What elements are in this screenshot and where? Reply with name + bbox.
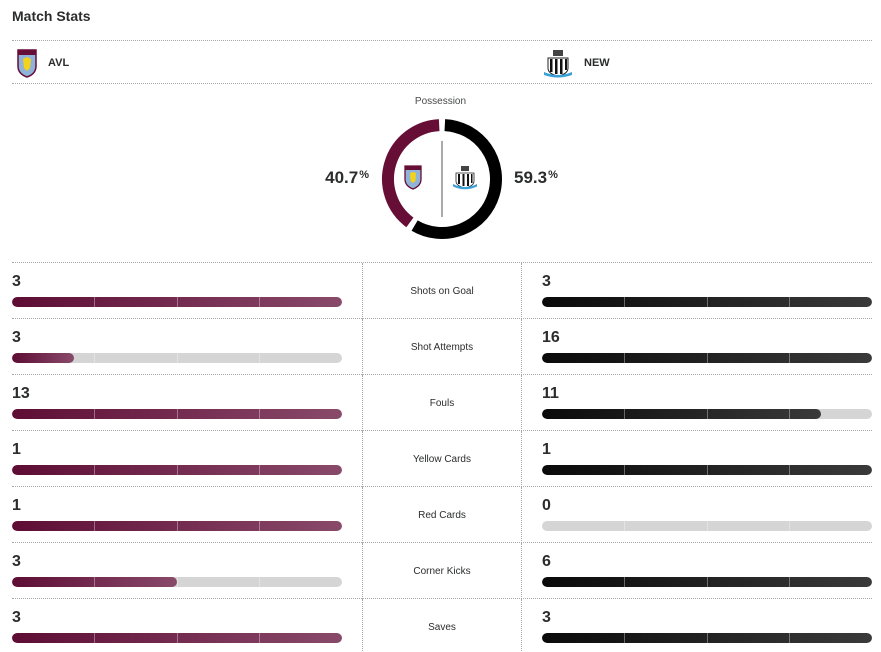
page-title: Match Stats [12, 8, 91, 24]
home-possession-arc [382, 119, 440, 228]
away-stat-bar-fill [542, 353, 872, 363]
home-stat: 3 [12, 263, 342, 319]
home-stat-bar-fill [12, 353, 74, 363]
home-stat-bar-fill [12, 577, 177, 587]
home-stat-bar [12, 297, 342, 307]
stat-row: 3 Shots on Goal 3 [12, 262, 872, 319]
stat-label: Red Cards [362, 487, 522, 543]
away-stat: 3 [542, 263, 872, 319]
home-stat-value: 3 [12, 553, 21, 570]
stat-row: 3 Saves 3 [12, 598, 872, 652]
home-stat-value: 1 [12, 497, 21, 514]
away-stat-value: 0 [542, 497, 551, 514]
possession-donut [382, 119, 502, 239]
home-stat-bar [12, 465, 342, 475]
home-team: AVL [16, 41, 69, 84]
away-stat-value: 3 [542, 273, 551, 290]
home-stat-value: 1 [12, 441, 21, 458]
stat-row: 3 Shot Attempts 16 [12, 318, 872, 375]
home-stat: 3 [12, 599, 342, 652]
stat-label: Shots on Goal [362, 263, 522, 319]
home-stat-bar-fill [12, 521, 342, 531]
away-stat: 16 [542, 319, 872, 375]
home-possession-value: 40.7 [325, 168, 359, 187]
away-stat-bar [542, 297, 872, 307]
home-stat-bar [12, 633, 342, 643]
stat-row: 3 Corner Kicks 6 [12, 542, 872, 599]
home-possession-pct: 40.7% [325, 168, 369, 188]
away-stat-bar [542, 633, 872, 643]
away-stat-value: 6 [542, 553, 551, 570]
newcastle-crest-icon [544, 49, 572, 77]
home-stat: 3 [12, 543, 342, 599]
aston-villa-crest-icon [17, 48, 37, 78]
stats-table: 3 Shots on Goal 3 3 Shot Attempts 16 [12, 262, 872, 652]
away-stat-value: 1 [542, 441, 551, 458]
stat-label: Saves [362, 599, 522, 652]
away-stat-bar [542, 353, 872, 363]
home-stat-bar [12, 409, 342, 419]
home-stat-bar [12, 353, 342, 363]
home-possession-unit: % [359, 169, 369, 181]
home-stat: 1 [12, 487, 342, 543]
away-stat: 6 [542, 543, 872, 599]
stat-label: Corner Kicks [362, 543, 522, 599]
stat-row: 13 Fouls 11 [12, 374, 872, 431]
away-stat-bar-fill [542, 297, 872, 307]
stat-label: Yellow Cards [362, 431, 522, 487]
away-stat: 0 [542, 487, 872, 543]
home-stat: 3 [12, 319, 342, 375]
away-stat-bar [542, 521, 872, 531]
stat-row: 1 Red Cards 0 [12, 486, 872, 543]
home-stat-bar [12, 521, 342, 531]
home-stat-value: 13 [12, 385, 30, 402]
away-possession-pct: 59.3% [514, 168, 558, 188]
away-stat-bar-fill [542, 465, 872, 475]
stat-row: 1 Yellow Cards 1 [12, 430, 872, 487]
home-stat-bar [12, 577, 342, 587]
home-stat-bar-fill [12, 409, 342, 419]
away-stat-value: 3 [542, 609, 551, 626]
donut-away-crest-icon [453, 166, 477, 190]
away-team-abbr: NEW [584, 56, 610, 69]
away-stat-bar-fill [542, 633, 872, 643]
home-stat-bar-fill [12, 297, 342, 307]
home-stat: 1 [12, 431, 342, 487]
away-stat-value: 16 [542, 329, 560, 346]
away-stat-bar [542, 465, 872, 475]
teams-header: AVL NEW [12, 40, 872, 84]
possession-label: Possession [414, 96, 467, 107]
stat-label: Fouls [362, 375, 522, 431]
home-stat-bar-fill [12, 633, 342, 643]
home-stat-value: 3 [12, 329, 21, 346]
away-stat: 3 [542, 599, 872, 652]
away-stat: 1 [542, 431, 872, 487]
away-possession-unit: % [548, 169, 558, 181]
away-possession-value: 59.3 [514, 168, 548, 187]
stat-label: Shot Attempts [362, 319, 522, 375]
home-stat-bar-fill [12, 465, 342, 475]
away-stat-bar [542, 577, 872, 587]
away-stat-bar-fill [542, 409, 822, 419]
away-stat-bar-fill [542, 577, 872, 587]
home-stat-value: 3 [12, 609, 21, 626]
away-possession-arc [411, 119, 502, 239]
home-stat-value: 3 [12, 273, 21, 290]
donut-home-crest-icon [404, 165, 422, 190]
away-stat: 11 [542, 375, 872, 431]
home-stat: 13 [12, 375, 342, 431]
home-team-abbr: AVL [48, 56, 70, 69]
away-stat-value: 11 [542, 385, 559, 402]
away-team: NEW [542, 41, 610, 84]
away-stat-bar [542, 409, 872, 419]
